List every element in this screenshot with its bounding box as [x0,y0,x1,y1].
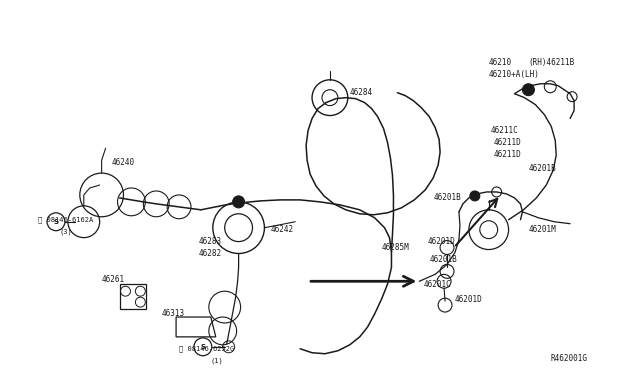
Text: Ⓢ 08146-6252G: Ⓢ 08146-6252G [179,346,234,352]
Text: 46282: 46282 [199,249,222,258]
Text: S: S [54,219,58,225]
Text: 46201D: 46201D [427,237,455,246]
Text: R462001G: R462001G [550,354,588,363]
Text: 46211D: 46211D [493,150,522,159]
Text: 46284: 46284 [350,88,373,97]
Text: 46211D: 46211D [493,138,522,147]
Text: 46201D: 46201D [455,295,483,304]
Text: 46285M: 46285M [381,243,410,252]
Text: 46201B: 46201B [529,164,556,173]
Text: Ⓢ 08146-6162A: Ⓢ 08146-6162A [38,217,93,223]
Text: 46210: 46210 [489,58,512,67]
Text: 46201B: 46201B [429,255,457,264]
Text: 46201C: 46201C [423,280,451,289]
Text: 46201M: 46201M [529,225,556,234]
Text: S: S [200,344,205,350]
Text: 46211C: 46211C [491,126,518,135]
Text: 46283: 46283 [199,237,222,246]
Text: (1): (1) [211,357,223,364]
Circle shape [233,196,244,208]
Text: 46313: 46313 [161,308,184,318]
Text: 46240: 46240 [111,158,134,167]
Text: (3): (3) [60,228,73,235]
Circle shape [470,191,480,201]
Text: 46210+A(LH): 46210+A(LH) [489,70,540,79]
Text: 46261: 46261 [102,275,125,284]
Circle shape [522,84,534,96]
Text: 46242: 46242 [270,225,294,234]
Text: (RH)46211B: (RH)46211B [529,58,575,67]
Text: 46201B: 46201B [433,193,461,202]
